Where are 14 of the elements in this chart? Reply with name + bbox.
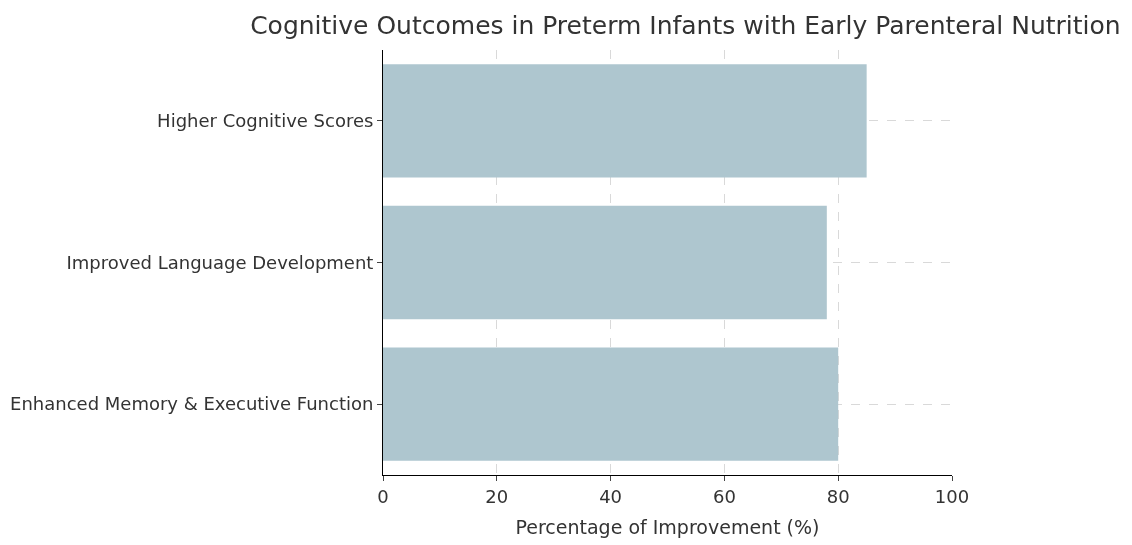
y-tick-label: Improved Language Development: [66, 251, 374, 273]
chart-title: Cognitive Outcomes in Preterm Infants with Early Parenteral Nutrition: [250, 10, 1121, 40]
x-tick-label: 20: [485, 485, 509, 507]
bar: [383, 347, 839, 461]
bar: [383, 64, 867, 178]
x-tick-label: 80: [826, 485, 850, 507]
y-tick-label: Enhanced Memory & Executive Function: [10, 393, 374, 415]
x-tick-label: 100: [934, 485, 970, 507]
x-tick-label: 0: [377, 485, 389, 507]
x-tick-label: 60: [712, 485, 736, 507]
x-tick-label: 40: [599, 485, 623, 507]
x-axis-title: Percentage of Improvement (%): [515, 516, 820, 539]
y-tick-label: Higher Cognitive Scores: [157, 110, 374, 132]
bar: [383, 205, 827, 320]
